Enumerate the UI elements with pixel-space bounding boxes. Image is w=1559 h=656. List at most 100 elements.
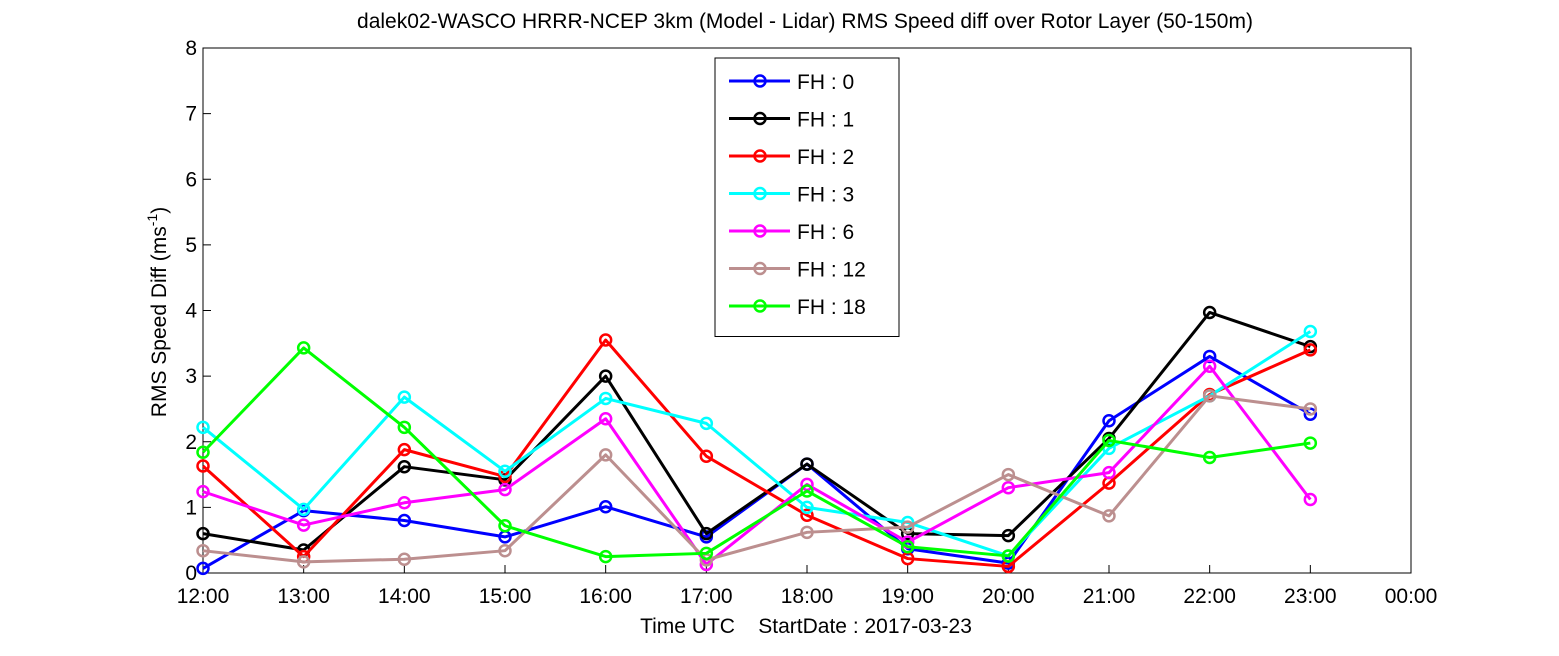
data-point [498,519,512,533]
data-point [296,555,311,569]
data-point [1001,549,1016,563]
y-tick-label: 5 [185,234,197,257]
x-tick-label: 16:00 [579,585,632,608]
x-tick-label: 14:00 [378,585,431,608]
data-point [800,508,814,522]
legend-label: FH : 3 [797,184,854,207]
data-point [196,543,210,558]
x-tick-label: 12:00 [177,585,230,608]
series-2 [196,333,1318,574]
y-tick-label: 6 [185,168,197,191]
data-point [598,369,613,383]
legend: FH : 0 FH : 1 FH : 2 FH : 3 FH : 6 FH : 12 FH … [714,57,900,337]
data-point [699,546,714,561]
data-point [1001,467,1016,482]
legend-label: FH : 18 [797,296,866,319]
data-point [196,420,210,435]
series-layer [196,305,1318,576]
y-axis-label: RMS Speed Diff (ms-1) [144,207,171,417]
x-tick-label: 15:00 [479,585,532,608]
legend-marker [753,149,767,163]
y-tick-label: 2 [185,431,197,454]
data-point [196,459,210,473]
data-point [598,448,613,462]
legend-marker [753,224,767,238]
legend-label: FH : 12 [797,259,866,282]
y-tick-label: 7 [185,103,197,126]
series-line [201,346,1311,559]
data-point [1102,465,1116,480]
data-point [1303,324,1318,339]
data-point [800,525,814,540]
series-6 [196,341,1318,564]
data-point [1303,492,1318,507]
data-point [498,464,512,479]
data-point [296,518,311,532]
data-point [800,484,814,498]
data-point [598,499,613,514]
data-point [1102,414,1116,428]
legend-label: FH : 0 [797,71,854,94]
legend-label: FH : 1 [797,109,854,132]
data-point [1202,389,1217,403]
data-point [1202,305,1217,320]
series-4 [196,359,1318,572]
y-tick-label: 1 [185,496,197,519]
data-point [397,442,412,457]
x-tick-label: 19:00 [881,585,934,608]
series-line [202,310,1311,552]
data-point [397,513,412,528]
legend-marker [753,74,767,88]
data-point [800,500,814,515]
series-line [202,394,1311,564]
data-point [699,416,714,431]
y-tick-label: 8 [185,37,197,60]
x-tick-label: 00:00 [1385,585,1438,608]
x-axis-label: Time UTC StartDate : 2017-03-23 [640,615,972,638]
data-point [196,526,210,541]
legend-marker [753,261,767,276]
y-tick-label: 0 [185,562,197,585]
legend-item: FH : 1 [729,109,854,132]
data-point [598,412,613,426]
data-point [196,484,210,499]
y-axis-label-main: RMS Speed Diff (ms [148,226,171,417]
x-tick-label: 18:00 [781,585,834,608]
data-point [498,482,512,497]
data-point [397,552,412,566]
legend-item: FH : 2 [729,146,854,169]
data-point [196,561,210,576]
data-point [598,549,613,564]
data-point [1202,359,1217,374]
legend-item: FH : 18 [729,296,866,319]
x-tick-label: 21:00 [1083,585,1136,608]
x-axis: 12:00 13:00 14:00 15:00 16:00 17:00 18:00 19:00… [177,565,1438,608]
data-point [598,333,613,347]
legend-label: FH : 2 [797,146,854,169]
legend-item: FH : 3 [729,184,854,207]
data-point [900,540,915,554]
legend-marker [753,186,767,201]
series-5 [196,389,1318,569]
data-point [1303,436,1318,450]
y-axis-label-tail: ) [148,207,171,214]
data-point [397,459,412,474]
x-tick-label: 17:00 [680,585,733,608]
legend-item: FH : 12 [729,259,866,282]
y-axis: 0 1 2 3 4 5 6 7 8 [185,37,211,585]
data-point [296,341,311,355]
data-point [1102,433,1116,448]
y-axis-label-sup: -1 [144,214,160,227]
y-tick-label: 3 [185,365,197,388]
data-point [900,520,915,534]
legend-marker [753,111,767,126]
y-tick-label: 4 [185,300,197,323]
legend-item: FH : 6 [729,221,854,244]
data-point [800,457,814,471]
x-tick-label: 23:00 [1284,585,1337,608]
x-tick-label: 20:00 [982,585,1035,608]
data-point [1303,343,1318,357]
legend-item: FH : 0 [729,71,854,94]
x-tick-label: 13:00 [277,585,330,608]
